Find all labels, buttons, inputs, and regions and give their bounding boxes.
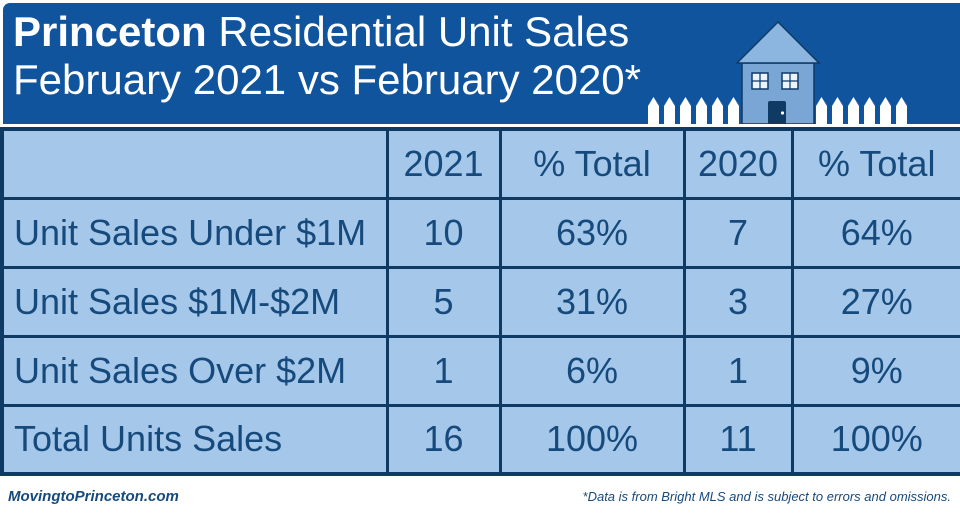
- sales-table: 2021 % Total 2020 % Total Unit Sales Und…: [0, 127, 960, 476]
- header-banner: Princeton Residential Unit Sales Februar…: [0, 0, 960, 124]
- header-table-divider: [0, 124, 960, 127]
- cell-2020-pct: 27%: [790, 265, 960, 338]
- column-header-blank: [0, 127, 389, 200]
- window-icon: [781, 72, 799, 90]
- footer: MovingtoPrinceton.com *Data is from Brig…: [0, 476, 960, 518]
- cell-2020-units: 11: [682, 403, 794, 476]
- cell-2021-pct: 63%: [498, 196, 686, 269]
- column-header-2021-pct: % Total: [498, 127, 686, 200]
- page-subtitle: February 2021 vs February 2020*: [13, 56, 642, 103]
- page-title: Princeton Residential Unit Sales: [13, 8, 960, 56]
- cell-2021-pct: 100%: [498, 403, 686, 476]
- column-header-2020: 2020: [682, 127, 794, 200]
- cell-2020-pct: 9%: [790, 334, 960, 407]
- table-header-row: 2021 % Total 2020 % Total: [0, 127, 960, 200]
- house-icon: [735, 20, 821, 124]
- cell-2021-pct: 6%: [498, 334, 686, 407]
- house-and-fence-icon: [648, 20, 907, 124]
- table-row: Unit Sales Under $1M 10 63% 7 64%: [0, 196, 960, 269]
- cell-2020-pct: 64%: [790, 196, 960, 269]
- cell-2020-units: 1: [682, 334, 794, 407]
- table-row: Total Units Sales 16 100% 11 100%: [0, 403, 960, 476]
- window-icon: [751, 72, 769, 90]
- cell-2020-units: 3: [682, 265, 794, 338]
- cell-2021-pct: 31%: [498, 265, 686, 338]
- row-label: Unit Sales Over $2M: [0, 334, 389, 407]
- cell-2021-units: 10: [385, 196, 502, 269]
- fence-right-icon: [816, 97, 907, 124]
- cell-2021-units: 5: [385, 265, 502, 338]
- cell-2020-units: 7: [682, 196, 794, 269]
- cell-2020-pct: 100%: [790, 403, 960, 476]
- column-header-2020-pct: % Total: [790, 127, 960, 200]
- title-city: Princeton: [13, 8, 207, 55]
- cell-2021-units: 16: [385, 403, 502, 476]
- row-label: Total Units Sales: [0, 403, 389, 476]
- website-label: MovingtoPrinceton.com: [8, 487, 179, 505]
- row-label: Unit Sales Under $1M: [0, 196, 389, 269]
- title-rest: Residential Unit Sales: [206, 8, 630, 55]
- door-icon: [768, 101, 786, 124]
- table-row: Unit Sales Over $2M 1 6% 1 9%: [0, 334, 960, 407]
- row-label: Unit Sales $1M-$2M: [0, 265, 389, 338]
- cell-2021-units: 1: [385, 334, 502, 407]
- data-disclaimer: *Data is from Bright MLS and is subject …: [582, 488, 951, 504]
- column-header-2021: 2021: [385, 127, 502, 200]
- fence-left-icon: [648, 97, 739, 124]
- table-row: Unit Sales $1M-$2M 5 31% 3 27%: [0, 265, 960, 338]
